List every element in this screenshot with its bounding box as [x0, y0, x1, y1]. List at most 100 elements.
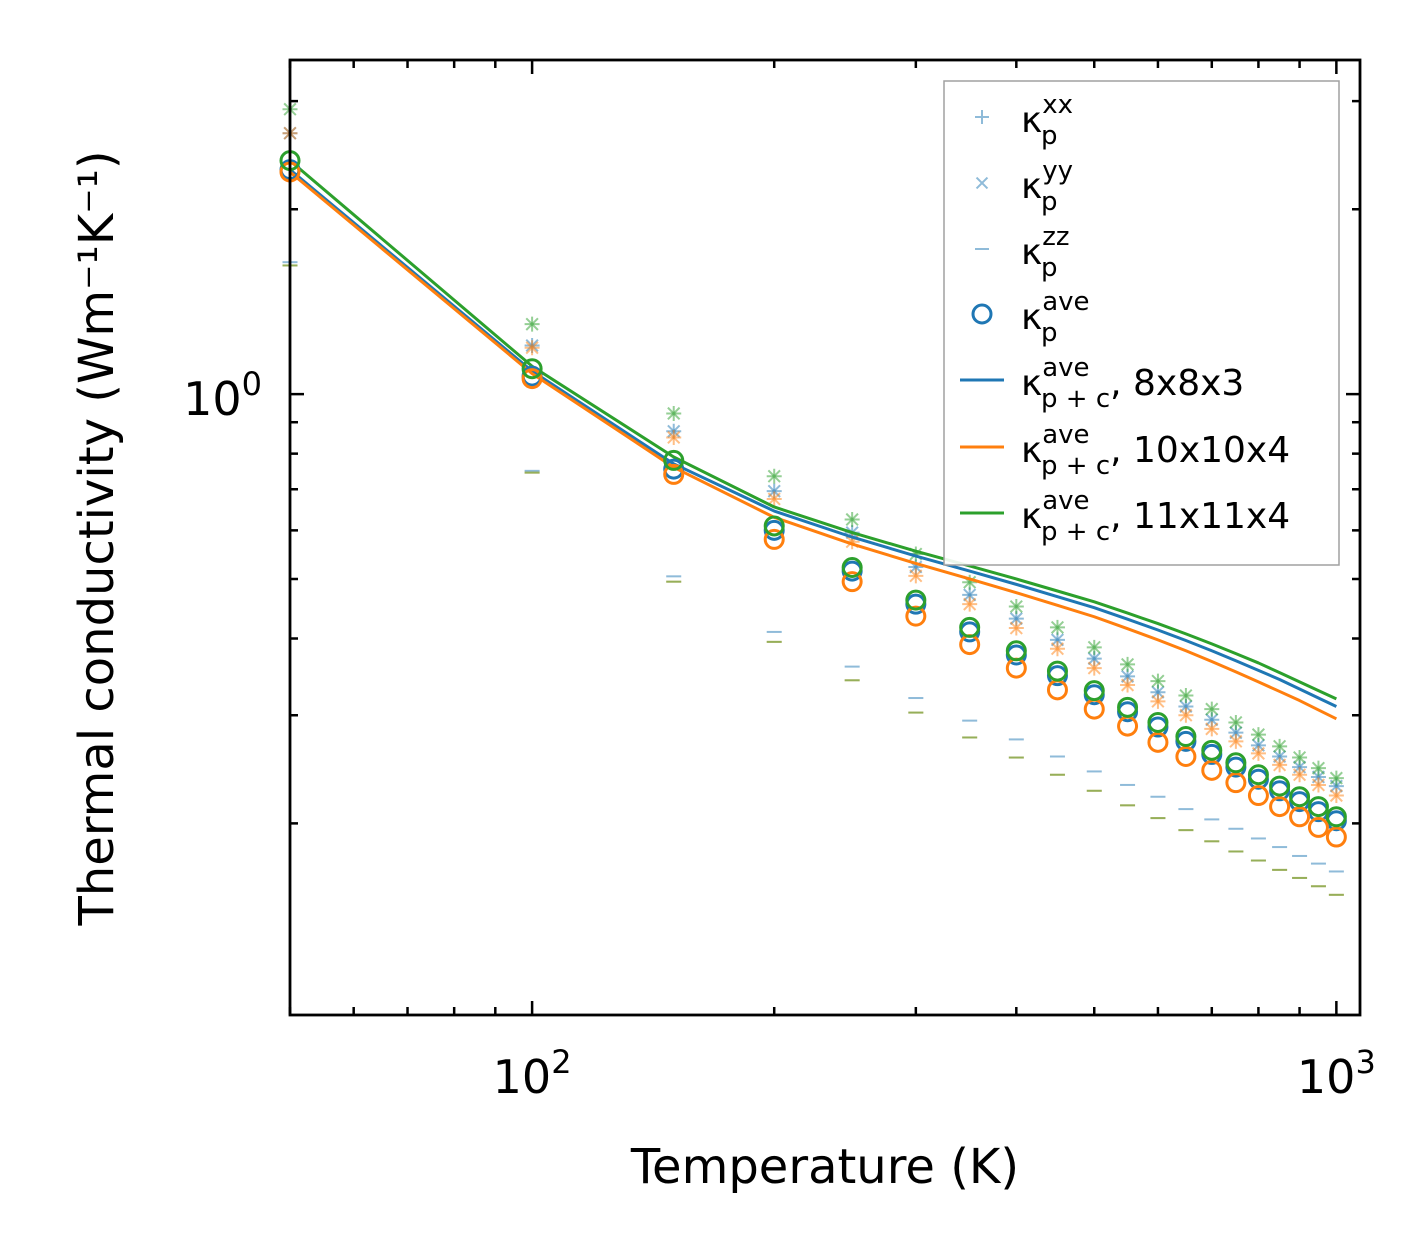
kyy-point-10x10x4 [1205, 722, 1219, 736]
kave-point-10x10x4 [905, 605, 927, 627]
kyy-point-11x11x4 [1311, 761, 1326, 775]
kyy-point-10x10x4 [767, 492, 781, 506]
kyy-point-10x10x4 [1179, 708, 1193, 722]
kave-point-11x11x4 [663, 449, 685, 471]
kave-point-11x11x4 [1046, 660, 1068, 682]
kyy-point-11x11x4 [1229, 715, 1243, 730]
legend-entry-kxx: κxx p [975, 90, 1073, 151]
kave-point-11x11x4 [1005, 640, 1027, 662]
kyy-point-11x11x4 [1251, 728, 1265, 742]
kyy-point-10x10x4 [1087, 661, 1101, 675]
kave-point-11x11x4 [1325, 806, 1347, 828]
kyy-point-10x10x4 [1311, 778, 1326, 792]
kave-point-11x11x4 [1175, 726, 1197, 748]
kyy-point-11x11x4 [1179, 688, 1193, 703]
kave-point-11x11x4 [959, 616, 981, 638]
x-axis-label: Temperature (K) [630, 1139, 1019, 1195]
series-11x11x4-ave [279, 150, 1347, 828]
kyy-point-10x10x4 [1273, 758, 1287, 772]
data-layer [279, 101, 1347, 896]
legend-marker-kxx [975, 110, 989, 124]
kave-point-11x11x4 [841, 557, 863, 579]
kyy-point-11x11x4 [1205, 702, 1219, 716]
kyy-point-10x10x4 [667, 430, 681, 445]
kave-point-11x11x4 [1147, 711, 1169, 733]
kave-point-10x10x4 [1307, 816, 1329, 838]
kave-point-10x10x4 [1201, 759, 1223, 781]
legend-entry-kyy: κyy p [975, 156, 1073, 217]
x-tick-label: 102 [493, 1043, 572, 1104]
kave-point-10x10x4 [663, 463, 685, 485]
legend-label-kxx: κxx p [1021, 90, 1073, 151]
kave-point-10x10x4 [1269, 796, 1291, 818]
legend-entry-line8: κave p + c, 8x8x3 [960, 353, 1244, 414]
plot-frame [288, 58, 1362, 1017]
legend-entry-kzz: κzz p [975, 222, 1070, 283]
kave-point-10x10x4 [1247, 785, 1269, 807]
kyy-point-11x11x4 [1273, 739, 1287, 753]
kave-point-10x10x4 [1147, 731, 1169, 753]
kave-point-10x10x4 [1289, 806, 1311, 828]
kave-point-11x11x4 [1307, 796, 1329, 818]
kave-point-11x11x4 [1225, 752, 1247, 774]
kyy-point-11x11x4 [1009, 599, 1023, 614]
kyy-point-11x11x4 [1050, 620, 1065, 634]
kyy-point-11x11x4 [845, 512, 859, 527]
kave-point-11x11x4 [1247, 764, 1269, 786]
legend-label-kyy: κyy p [1021, 156, 1073, 217]
legend-label-line8: κave p + c, 8x8x3 [1021, 353, 1244, 414]
kave-point-11x11x4 [1289, 786, 1311, 808]
kyy-point-11x11x4 [767, 469, 781, 483]
legend-entry-kave: κave p [971, 287, 1090, 348]
kyy-point-10x10x4 [1229, 734, 1243, 748]
kave-point-11x11x4 [763, 515, 785, 537]
kave-point-11x11x4 [1269, 775, 1291, 797]
kyy-point-10x10x4 [1329, 788, 1343, 803]
legend-label-line10: κave p + c, 10x10x4 [1021, 420, 1290, 481]
kyy-point-10x10x4 [1120, 678, 1135, 692]
kyy-point-11x11x4 [1151, 674, 1165, 688]
kyy-point-10x10x4 [963, 597, 977, 611]
kyy-point-10x10x4 [1293, 768, 1307, 782]
legend-label-line11: κave p + c, 11x11x4 [1021, 486, 1290, 547]
kave-point-10x10x4 [1325, 826, 1347, 848]
kave-point-11x11x4 [1201, 739, 1223, 761]
kyy-point-10x10x4 [525, 341, 539, 355]
kyy-point-11x11x4 [667, 406, 681, 421]
kave-point-11x11x4 [1117, 696, 1139, 718]
kyy-point-8x8x3 [963, 588, 977, 602]
kave-point-11x11x4 [1083, 680, 1105, 702]
y-tick-label: 100 [183, 365, 262, 426]
legend-entry-line10: κave p + c, 10x10x4 [960, 420, 1290, 481]
legend-marker-kyy [975, 176, 989, 190]
kyy-point-10x10x4 [1009, 621, 1023, 635]
kpc-line-11x11x4 [289, 159, 1337, 701]
kyy-point-10x10x4 [909, 569, 923, 583]
kave-point-10x10x4 [521, 368, 543, 390]
x-tick-label: 103 [1297, 1043, 1376, 1104]
legend-marker-kave [971, 303, 993, 325]
legend-label-kzz: κzz p [1021, 222, 1070, 283]
kave-point-11x11x4 [905, 589, 927, 611]
kyy-point-11x11x4 [1293, 750, 1307, 765]
legend-box [943, 80, 1340, 566]
kave-point-10x10x4 [763, 528, 785, 550]
kpc-line-8x8x3 [289, 168, 1338, 708]
kave-point-10x10x4 [1225, 772, 1247, 794]
kyy-point-11x11x4 [1087, 640, 1101, 654]
legend-label-kave: κave p [1021, 287, 1090, 348]
kyy-point-11x11x4 [1329, 771, 1343, 785]
kave-point-11x11x4 [521, 358, 543, 380]
kyy-point-10x10x4 [1151, 694, 1165, 708]
kpc-line-10x10x4 [289, 170, 1338, 721]
kyy-point-8x8x3 [1087, 652, 1101, 666]
legend-entry-line11: κave p + c, 11x11x4 [960, 486, 1290, 547]
kyy-point-11x11x4 [1120, 657, 1135, 671]
kave-point-10x10x4 [841, 571, 863, 593]
kyy-point-10x10x4 [1251, 746, 1265, 760]
kyy-point-10x10x4 [1050, 642, 1065, 656]
kave-point-10x10x4 [1175, 745, 1197, 767]
